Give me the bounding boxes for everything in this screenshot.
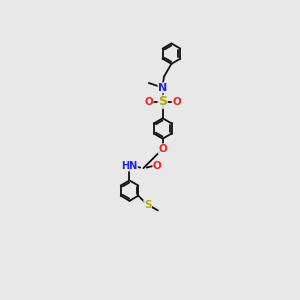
Text: O: O [144,97,153,107]
Text: O: O [153,161,162,171]
Text: O: O [158,144,167,154]
Text: N: N [158,83,167,93]
Text: S: S [158,95,167,108]
Text: S: S [144,200,152,210]
Text: HN: HN [122,161,138,171]
Text: O: O [172,97,181,107]
